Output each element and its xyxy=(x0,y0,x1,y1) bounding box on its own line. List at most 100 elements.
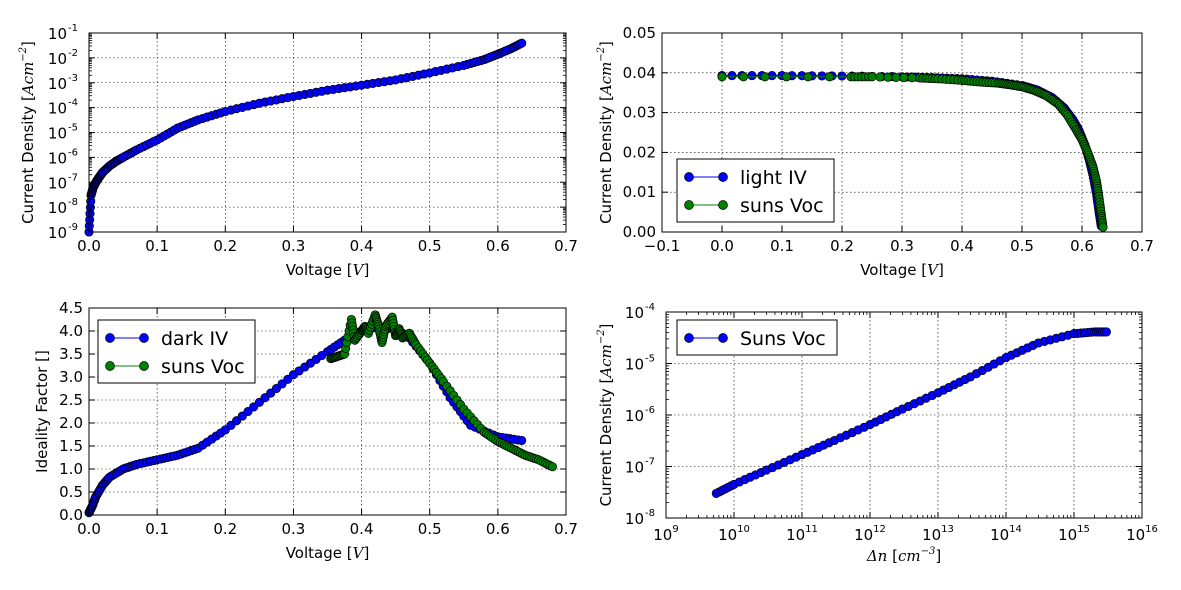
data-point xyxy=(1098,222,1108,232)
y-tick-label: 3.0 xyxy=(59,368,83,386)
x-tick-label: 1013 xyxy=(922,524,954,544)
legend-marker xyxy=(718,333,728,343)
y-tick-exponent: -5 xyxy=(68,123,78,134)
data-point xyxy=(837,71,847,81)
y-axis-title: Current Density [Acm−2] xyxy=(18,41,37,224)
y-tick-label: 10 xyxy=(48,149,67,167)
y-tick-exponent: -4 xyxy=(68,98,78,109)
y-tick-label: 10 xyxy=(48,75,67,93)
x-tick-label: 0.2 xyxy=(830,237,854,255)
x-axis-title: Δn [cm−3] xyxy=(866,546,941,565)
data-point xyxy=(747,71,757,81)
x-tick-label: 0.7 xyxy=(1130,237,1154,255)
y-tick-exponent: -3 xyxy=(68,73,78,84)
x-tick-label: 109 xyxy=(653,524,678,544)
data-point xyxy=(760,72,770,82)
x-tick-label: 0.1 xyxy=(145,237,169,255)
y-tick-label: 10 xyxy=(625,459,644,477)
x-tick-label: 0.7 xyxy=(554,237,578,255)
x-tick-label: 0.2 xyxy=(213,520,237,538)
y-tick-label: 2.5 xyxy=(59,391,83,409)
data-point xyxy=(875,72,885,82)
y-tick-exponent: -4 xyxy=(645,302,655,313)
legend-label: Suns Voc xyxy=(740,328,826,350)
legend-marker xyxy=(684,172,694,182)
y-tick-label: 10 xyxy=(625,356,644,374)
y-tick-exponent: -8 xyxy=(68,197,78,208)
x-tick-label: 1014 xyxy=(990,524,1022,544)
legend-marker xyxy=(105,333,115,343)
y-tick-label: 10 xyxy=(48,25,67,43)
legend-box xyxy=(97,319,256,384)
legend-label: light IV xyxy=(740,167,807,189)
plot-frame xyxy=(88,307,567,516)
y-tick-label: 10 xyxy=(625,407,644,425)
legend-marker xyxy=(718,172,728,182)
data-point xyxy=(891,72,901,82)
legend-marker xyxy=(718,200,728,210)
series-suns-voc xyxy=(711,327,1111,498)
x-tick-label: 0.0 xyxy=(77,520,101,538)
data-point xyxy=(717,72,727,82)
x-tick-label: 1010 xyxy=(718,524,750,544)
data-point xyxy=(738,72,749,82)
x-tick-label: 0.2 xyxy=(213,237,237,255)
y-tick-label: 10 xyxy=(48,199,67,217)
data-point xyxy=(907,73,917,83)
y-tick-exponent: -9 xyxy=(68,222,78,233)
y-axis-title: Ideality Factor [] xyxy=(33,350,51,473)
y-tick-exponent: -1 xyxy=(68,23,78,34)
y-tick-exponent: -7 xyxy=(645,457,655,468)
y-tick-exponent: -6 xyxy=(68,147,78,158)
y-tick-label: 0.5 xyxy=(59,483,83,501)
series-suns-voc xyxy=(717,72,1108,232)
y-tick-label: 10 xyxy=(625,304,644,322)
x-tick-label: 0.1 xyxy=(770,237,794,255)
y-tick-label: 1.5 xyxy=(59,437,83,455)
legend: dark IV suns Voc xyxy=(97,319,256,384)
y-tick-label: 10 xyxy=(48,125,67,143)
y-axis-title: Current Density [Acm−2] xyxy=(596,324,615,507)
y-tick-label: 0.03 xyxy=(623,104,656,122)
y-tick-label: 0.00 xyxy=(623,223,656,241)
y-tick-label: 10 xyxy=(48,224,67,242)
y-tick-label: 4.0 xyxy=(59,322,83,340)
subplot-3: 0.0 0.1 0.2 0.3 0.4 0.5 0.6 0.7 0.0 0.5 1.0 1.5 2.0 2… xyxy=(33,299,578,562)
x-tick-label: 0.4 xyxy=(950,237,974,255)
x-tick-label: 0.6 xyxy=(1070,237,1094,255)
x-tick-label: 0.5 xyxy=(1010,237,1034,255)
x-tick-label: 1016 xyxy=(1126,524,1158,544)
x-axis-title: Voltage [V] xyxy=(286,261,370,279)
x-tick-label: 0.4 xyxy=(350,520,374,538)
y-tick-exponent: -6 xyxy=(645,405,655,416)
y-tick-label: 10 xyxy=(48,50,67,68)
y-tick-label: 0.01 xyxy=(623,183,656,201)
data-point xyxy=(517,38,527,48)
x-tick-label: 0.6 xyxy=(486,520,510,538)
subplot-2: −0.1 0.0 0.1 0.2 0.3 0.4 0.5 0.6 0.7 0.00 0.01 0.02… xyxy=(596,24,1154,279)
legend-marker xyxy=(684,200,694,210)
x-axis-title: Voltage [V] xyxy=(860,261,944,279)
y-tick-label: 2.0 xyxy=(59,414,83,432)
data-point xyxy=(883,72,893,82)
legend-label: suns Voc xyxy=(161,356,245,378)
y-tick-label: 10 xyxy=(48,100,67,118)
y-axis-title: Current Density [Acm−2] xyxy=(596,41,615,224)
legend-marker xyxy=(684,333,694,343)
series-dark-iv xyxy=(84,322,527,518)
data-point xyxy=(803,72,813,82)
subplot-1: 0.0 0.1 0.2 0.3 0.4 0.5 0.6 0.710-910-810-710-6… xyxy=(18,23,578,279)
x-tick-label: 0.3 xyxy=(890,237,914,255)
x-tick-label: 0.5 xyxy=(418,237,442,255)
x-tick-label: 1015 xyxy=(1058,524,1090,544)
legend: light IV suns Voc xyxy=(676,158,835,223)
x-tick-label: 0.3 xyxy=(281,237,305,255)
y-tick-label: 10 xyxy=(625,510,644,528)
x-tick-label: 0.0 xyxy=(77,237,101,255)
legend-label: suns Voc xyxy=(740,195,824,217)
y-tick-label: 0.05 xyxy=(623,24,656,42)
x-tick-label: 0.5 xyxy=(418,520,442,538)
data-point xyxy=(727,71,737,81)
data-point xyxy=(824,72,835,82)
